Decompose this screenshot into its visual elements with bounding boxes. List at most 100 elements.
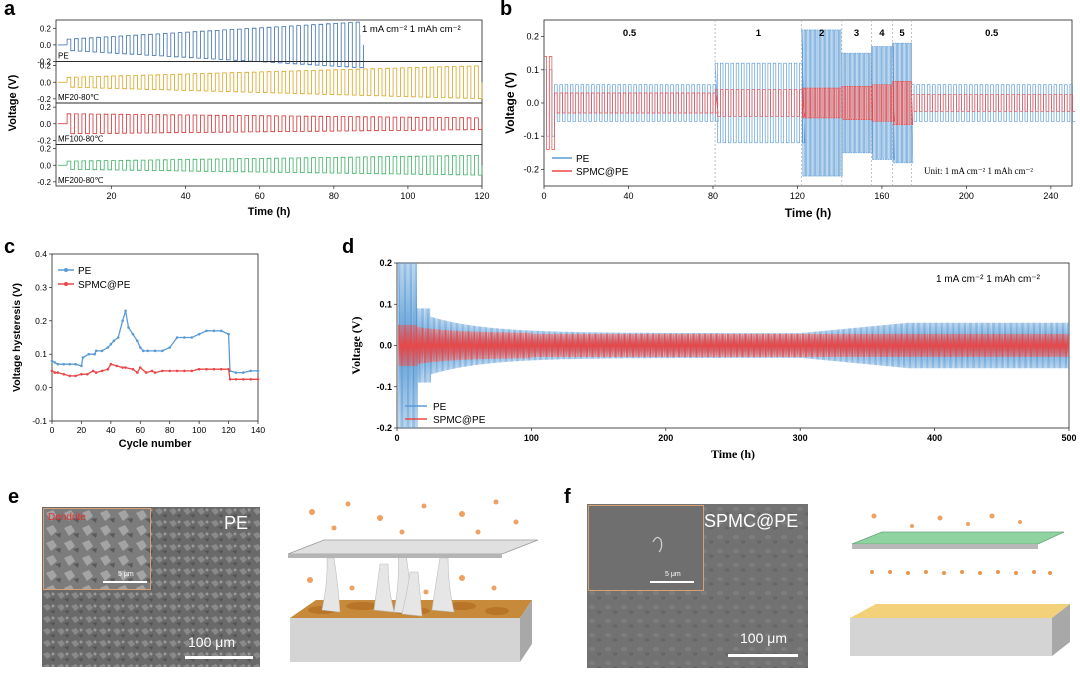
chart-panel-b: 0.5 1 2 3 4 5 0.5 -0.2 -0.1 0.0 0.1 0.2 0 40 80 120 160 2… — [503, 19, 1076, 220]
data-point-c-0-38 — [249, 369, 252, 373]
ytick-label-c-3: 0.2 — [35, 316, 47, 326]
inset-scale-label-pe: 5 μm — [118, 571, 134, 578]
x-axis-title-a: Time (h) — [248, 206, 291, 218]
data-point-c-0-28 — [183, 336, 186, 339]
rate-label-b-4: 4 — [879, 28, 885, 39]
xtick-label-c-0: 0 — [50, 425, 55, 435]
scale-bar-spmc — [728, 654, 798, 657]
y-axis-title-b: Voltage (V) — [503, 72, 517, 134]
legend-label-d-0: PE — [433, 402, 447, 413]
scale-bar-pe — [185, 656, 253, 659]
data-point-c-0-6 — [80, 364, 83, 368]
data-point-c-0-32 — [212, 329, 216, 333]
data-point-c-1-5 — [74, 374, 77, 378]
data-point-c-0-12 — [106, 346, 110, 349]
data-point-c-1-12 — [109, 362, 113, 366]
data-point-c-0-33 — [219, 329, 223, 333]
data-point-c-0-19 — [131, 332, 135, 336]
data-point-c-0-20 — [136, 339, 139, 343]
xtick-label-a-4: 100 — [400, 191, 415, 201]
xtick-label-d-0: 0 — [394, 433, 399, 443]
ytick-label-a-2-0: -0.2 — [37, 136, 51, 145]
xtick-label-b-0: 0 — [541, 191, 546, 201]
data-point-c-1-7 — [86, 372, 89, 376]
data-point-c-1-36 — [256, 377, 260, 381]
panel-letter-a: a — [4, 0, 16, 20]
rate-label-b-6: 0.5 — [985, 28, 999, 39]
schematic-spmc-uniform — [850, 513, 1070, 656]
scale-label-pe: 100 μm — [188, 634, 235, 650]
ytick-label-a-0-1: 0.0 — [40, 41, 52, 50]
legend-label-b-0: PE — [576, 154, 590, 165]
annotation-bg-a — [360, 21, 481, 35]
ytick-label-c-4: 0.3 — [35, 282, 47, 292]
inset-scale-bar-spmc — [650, 581, 694, 583]
xtick-label-a-3: 80 — [329, 191, 339, 201]
data-point-c-1-31 — [227, 367, 230, 371]
ytick-label-d-0: -0.2 — [376, 423, 392, 433]
data-point-c-0-0 — [50, 359, 54, 363]
data-point-c-0-27 — [175, 336, 179, 339]
x-axis-title-c: Cycle number — [119, 438, 192, 450]
sem-label-spmc: SPMC@PE — [704, 511, 799, 531]
ytick-label-a-1-2: 0.2 — [40, 62, 52, 71]
data-point-c-1-24 — [175, 369, 179, 373]
rate-label-b-0: 0.5 — [623, 28, 637, 39]
ytick-label-b-2: 0.0 — [526, 98, 539, 108]
xtick-label-b-5: 200 — [959, 191, 974, 201]
xtick-label-c-2: 40 — [106, 425, 116, 435]
data-point-c-1-14 — [121, 366, 124, 369]
data-point-c-0-22 — [141, 349, 145, 353]
legend-marker-c-0 — [64, 268, 68, 272]
data-point-c-1-35 — [249, 377, 252, 381]
ytick-label-c-1: 0.0 — [35, 383, 47, 393]
xtick-label-d-4: 400 — [927, 433, 942, 443]
legend-label-d-1: SPMC@PE — [433, 415, 486, 426]
data-point-c-1-9 — [94, 371, 98, 374]
legend-label-c-1: SPMC@PE — [78, 280, 131, 291]
data-point-c-1-30 — [219, 367, 223, 371]
xtick-label-d-5: 500 — [1061, 433, 1076, 443]
xtick-label-b-3: 120 — [790, 191, 805, 201]
series-line-c-0 — [51, 310, 258, 374]
data-point-c-1-0 — [50, 369, 54, 373]
data-point-c-0-10 — [94, 349, 98, 353]
panel-letter-b: b — [500, 0, 513, 20]
sem-inset-spmc — [588, 505, 704, 591]
data-point-c-1-22 — [161, 369, 164, 373]
xtick-label-d-2: 200 — [658, 433, 673, 443]
xtick-label-c-1: 20 — [77, 425, 87, 435]
data-point-c-0-34 — [227, 332, 230, 336]
legend-label-b-1: SPMC@PE — [576, 167, 629, 178]
xtick-label-d-1: 100 — [524, 433, 539, 443]
data-point-c-0-14 — [112, 339, 116, 343]
ytick-label-a-3-1: 0.0 — [40, 161, 52, 170]
series-line-a-3 — [66, 155, 483, 176]
data-point-c-0-18 — [127, 326, 130, 329]
sem-inset-texture-pe — [44, 509, 150, 589]
data-point-c-1-1 — [53, 371, 57, 374]
series-line-d-1 — [398, 324, 1069, 367]
ytick-label-a-2-2: 0.2 — [40, 103, 52, 112]
panel-letter-c: c — [4, 236, 16, 258]
ytick-label-c-5: 0.4 — [35, 249, 47, 259]
data-point-c-0-25 — [161, 349, 164, 353]
rate-label-b-3: 3 — [854, 28, 859, 39]
data-point-c-0-30 — [197, 332, 201, 336]
dendrite-label: Dendrite — [48, 512, 86, 523]
data-point-c-1-28 — [205, 367, 208, 371]
data-point-c-0-4 — [68, 362, 71, 366]
ytick-label-d-4: 0.2 — [379, 258, 392, 268]
ytick-label-b-4: 0.2 — [526, 32, 539, 42]
data-point-c-0-11 — [100, 349, 104, 353]
annotation-b: Unit: 1 mA cm⁻² 1 mAh cm⁻² — [924, 166, 1033, 176]
y-axis-title-c: Voltage hysteresis (V) — [11, 283, 23, 392]
data-point-c-1-11 — [106, 367, 110, 371]
panel-letter-f: f — [564, 486, 571, 508]
subplot-label-a-1: MF20-80℃ — [58, 93, 99, 102]
series-line-a-1 — [66, 65, 483, 99]
ytick-label-b-3: 0.1 — [526, 65, 539, 75]
inset-scale-bar-pe — [103, 581, 147, 583]
data-point-c-0-39 — [256, 369, 260, 373]
data-point-c-1-18 — [138, 366, 142, 369]
